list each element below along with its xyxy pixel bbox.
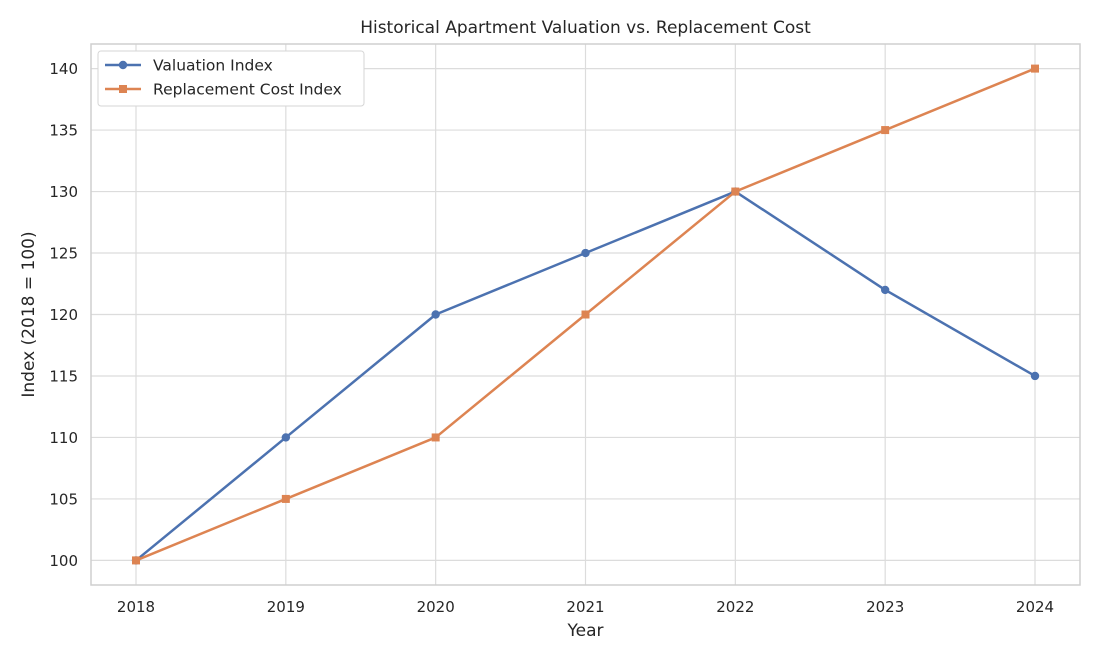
data-point	[731, 187, 740, 196]
data-point	[1030, 371, 1040, 381]
x-tick-label: 2018	[117, 598, 155, 616]
y-axis-label: Index (2018 = 100)	[19, 231, 39, 397]
x-tick-label: 2019	[267, 598, 305, 616]
plot-frame	[90, 43, 1081, 586]
legend-label-valuation: Valuation Index	[153, 57, 273, 75]
series-group	[131, 64, 1040, 565]
x-axis-label: Year	[567, 621, 604, 641]
y-tick-labels: 100 105 110 115 120 125 130 135 140	[49, 60, 78, 570]
data-point	[581, 310, 590, 319]
x-tick-label: 2022	[716, 598, 754, 616]
x-tick-label: 2023	[866, 598, 904, 616]
x-tick-labels: 2018 2019 2020 2021 2022 2023 2024	[117, 598, 1054, 616]
data-point	[431, 433, 440, 442]
y-tick-label: 105	[49, 490, 78, 508]
legend-box	[97, 50, 365, 107]
x-tick-label: 2020	[417, 598, 455, 616]
data-point	[1031, 64, 1039, 73]
y-tick-label: 135	[49, 122, 78, 140]
data-point	[431, 310, 440, 319]
legend-label-replacement: Replacement Cost Index	[153, 81, 342, 99]
legend-marker-valuation	[118, 60, 128, 70]
legend-marker-replacement	[119, 85, 127, 93]
y-tick-label: 115	[49, 367, 78, 385]
y-tick-label: 140	[49, 60, 78, 78]
data-point	[132, 556, 140, 565]
x-tick-label: 2024	[1016, 598, 1054, 616]
y-tick-label: 120	[49, 306, 78, 324]
data-point	[881, 126, 890, 135]
y-tick-label: 125	[49, 245, 78, 263]
series-1	[132, 64, 1039, 565]
y-tick-label: 110	[49, 429, 78, 447]
legend: Valuation Index Replacement Cost Index	[97, 50, 365, 107]
data-point	[281, 494, 290, 503]
data-point	[281, 433, 291, 442]
x-tick-label: 2021	[566, 598, 604, 616]
y-tick-label: 130	[49, 183, 78, 201]
y-tick-label: 100	[49, 552, 78, 570]
chart-title: Historical Apartment Valuation vs. Repla…	[360, 18, 811, 38]
data-point	[581, 248, 590, 258]
data-point	[880, 285, 890, 295]
